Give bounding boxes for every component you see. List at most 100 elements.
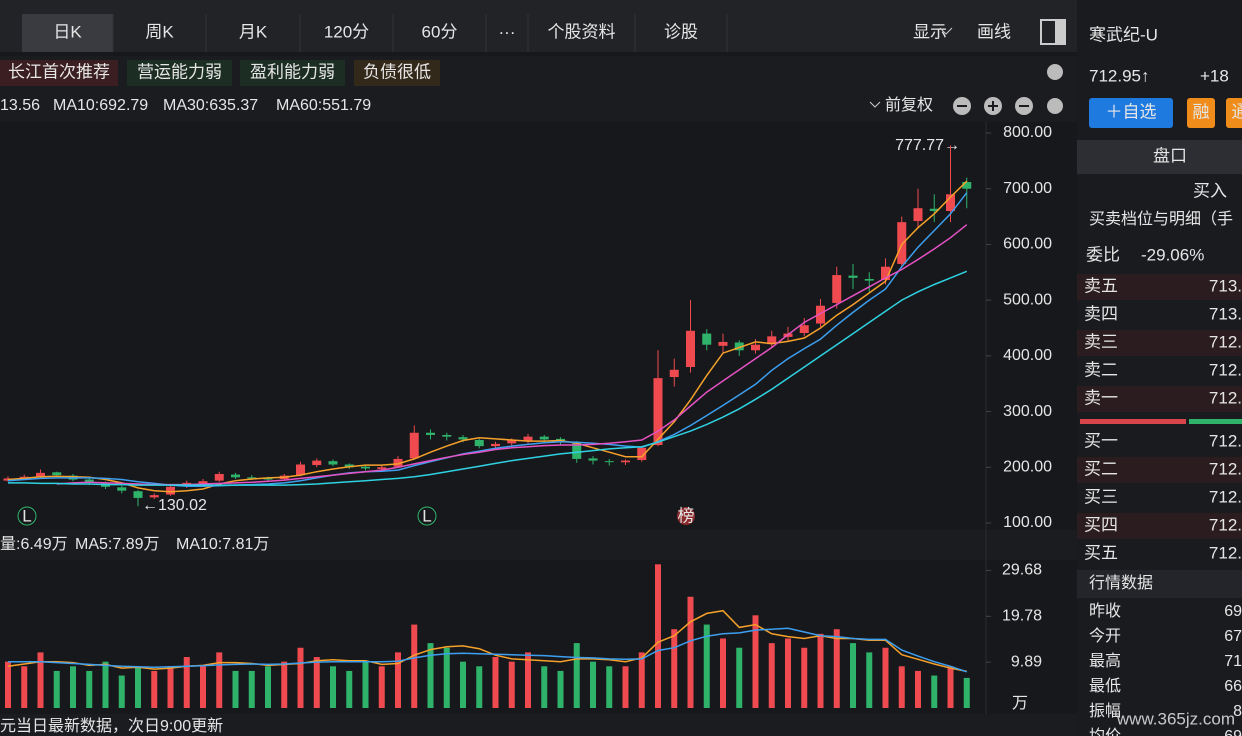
candle-body [52,472,62,476]
stat-value: 8 [1233,703,1242,720]
stat-label: 振幅 [1089,702,1121,720]
tab-dividers [112,14,728,52]
badge-label: 融 [1193,102,1210,121]
volume-bar [931,675,938,708]
row-value: 713. [1209,276,1242,295]
candle-body [832,275,842,303]
tab-bg[interactable] [1077,140,1242,174]
bid-bar [1189,419,1242,424]
tab[interactable]: 周K [145,22,174,41]
badge[interactable] [1187,98,1215,128]
ratio-label: 委比 [1086,245,1120,264]
buy-tab[interactable]: 买入 [1193,181,1227,200]
stat-label: 昨收 [1089,602,1121,620]
legend-entry: MA10:7.81万 [176,536,269,553]
volume-bar [183,657,190,708]
row-value: 712. [1209,487,1242,506]
ratio: -29.06% [1141,245,1204,264]
candle-body [929,208,939,211]
candle-body [491,443,500,447]
candle-body [442,434,452,437]
panel-tab: 盘口 [1153,146,1187,165]
tab[interactable]: ··· [499,22,516,41]
tag[interactable]: 负债很低 [363,62,431,81]
candle-body [572,442,582,459]
marker[interactable] [417,506,437,526]
volume-bar [21,666,28,708]
tags: 长江首次推荐 营运能力弱 盈利能力弱 负债很低 [0,60,440,86]
depth-title: 买卖档位与明细（手 [1089,210,1233,228]
volume-bar [53,670,60,708]
candle-body [669,369,679,378]
high-annotation: 777.77→ [895,137,960,154]
add-button[interactable] [1089,98,1173,128]
y-tick-label: 800.00 [1003,124,1052,141]
candle-body [734,342,744,351]
icon-glyphs [957,101,1029,111]
adjust-label[interactable]: 前复权 [885,96,933,114]
y-tick-label: 700.00 [1003,180,1052,197]
row-value: 712. [1209,543,1242,562]
watermark: www.365jz.com [1116,709,1235,728]
tab[interactable]: 日K [53,22,82,41]
candle-body [377,467,387,469]
volume-bar [947,666,954,708]
volume-bar [248,670,255,708]
volume-bar [5,661,11,708]
ma-row [0,90,1077,122]
ma-line [56,224,968,486]
plot [3,132,991,708]
tab[interactable]: 120分 [324,22,369,41]
volume-bar [671,629,678,708]
volume-bar [167,666,174,708]
tab[interactable]: 诊股 [664,22,698,41]
candle-body [361,466,370,469]
tag[interactable]: 长江首次推荐 [8,62,110,81]
candle-body [19,476,29,479]
settings[interactable] [1047,98,1063,114]
candle-body [458,437,468,440]
candle-body [3,478,13,481]
volume-bar [606,666,613,708]
candle-body [718,341,728,346]
stat-value: 69 [1224,728,1242,736]
badge[interactable] [1226,98,1242,128]
layout-icon-half [1055,20,1065,44]
marker[interactable] [677,507,695,525]
volume-bar [541,666,548,708]
volume-bar [525,652,531,708]
candle-body [409,432,419,459]
tab[interactable]: 60分 [422,22,458,41]
settings[interactable] [1047,64,1063,80]
candle-body [328,461,338,465]
candle-body [653,378,663,445]
volume-bar [752,615,759,708]
candle-body [767,336,777,345]
stats-header [1077,570,1242,598]
candle-body [149,495,159,498]
tab[interactable]: 个股资料 [548,22,616,41]
marker-label: L [422,506,431,525]
stat-value: 66 [1224,678,1242,695]
volume-bar [638,652,645,708]
volume-bar [395,652,401,708]
chevron [869,101,881,108]
tag[interactable]: 盈利能力弱 [250,62,335,81]
candle-body [702,333,712,345]
tag-bg [0,60,118,86]
legend-entry: MA30:635.37 [163,97,258,114]
candle-body [816,305,825,324]
candle-body [344,464,354,468]
candle-body [539,436,549,440]
tag[interactable]: 营运能力弱 [137,62,222,81]
row-label: 卖一 [1084,388,1118,407]
marker[interactable] [17,506,37,526]
toolbar-draw[interactable]: 画线 [977,22,1011,41]
volume-bar [313,657,320,708]
volume-bar [37,652,44,708]
tab[interactable]: 月K [239,22,268,41]
toolbar-show[interactable]: 显示 [913,22,947,41]
candle-body [296,464,305,476]
volume-bar [655,564,661,708]
volume-bar [135,666,141,708]
